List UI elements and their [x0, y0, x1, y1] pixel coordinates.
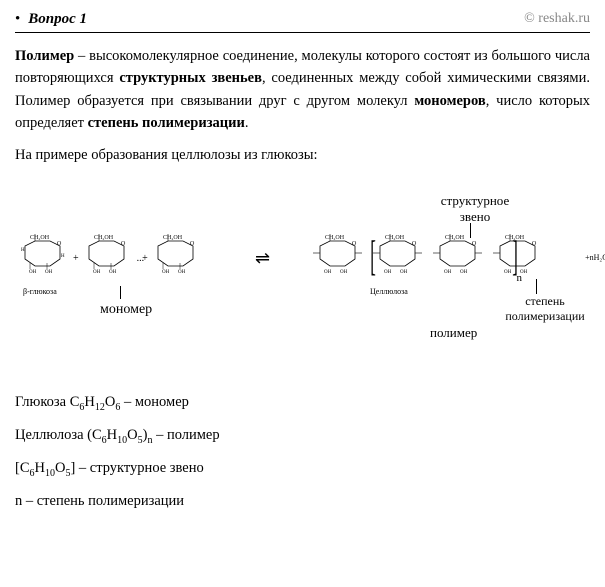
ch2oh-label: CH₂OH: [30, 235, 50, 241]
question-title-wrap: • Вопрос 1: [15, 10, 87, 28]
svg-text:O: O: [57, 241, 62, 247]
svg-text:CH₂OH: CH₂OH: [163, 235, 183, 241]
cellulose-row: CH₂OH O OH OH [ CH₂OH O OH: [310, 231, 590, 286]
def-degree: n – степень полимеризации: [15, 493, 590, 510]
text: Целлюлоза (C: [15, 427, 102, 443]
text: – мономер: [120, 394, 189, 410]
text: – полимер: [152, 427, 219, 443]
products: структурное звено CH₂OH O OH OH [ CH₂OH: [310, 231, 590, 286]
svg-text:OH: OH: [93, 270, 101, 275]
term-polymer: Полимер: [15, 48, 74, 64]
example-text: На примере образования целлюлозы из глюк…: [15, 147, 590, 164]
svg-text:OH: OH: [444, 270, 452, 275]
monomer-label: мономер: [100, 302, 152, 318]
text: H: [107, 427, 117, 443]
watermark: © reshak.ru: [524, 11, 590, 27]
sub: 10: [117, 435, 127, 446]
cellulose-icon: CH₂OH O OH OH: [310, 231, 368, 281]
cellulose-icon: CH₂OH O OH OH: [370, 231, 428, 281]
def-struct-unit: [C6H10O5] – структурное звено: [15, 460, 590, 479]
svg-text:OH: OH: [324, 270, 332, 275]
svg-text:OH: OH: [504, 270, 512, 275]
monomer-arrow: [120, 286, 121, 299]
h2o-label: +nH₂O: [585, 253, 605, 262]
reaction-diagram: CH₂OH O H OH OH H β-глюкоза + CH₂OH: [15, 194, 590, 324]
text: O: [105, 394, 115, 410]
svg-text:H: H: [61, 254, 65, 259]
cellulose-unit: CH₂OH O OH OH: [430, 231, 488, 286]
svg-text:CH₂OH: CH₂OH: [325, 235, 345, 241]
text: [C: [15, 460, 30, 476]
glucose-row: CH₂OH O H OH OH H β-глюкоза + CH₂OH: [15, 231, 215, 286]
sub: 12: [95, 402, 105, 413]
n-subscript: n: [517, 272, 523, 284]
cellulose-icon: CH₂OH O OH OH: [430, 231, 488, 281]
term-struct-units: структурных звеньев: [119, 70, 262, 86]
text: O: [55, 460, 65, 476]
glucose-icon: CH₂OH O H OH OH H: [15, 231, 73, 281]
cellulose-label: Целлюлоза: [370, 287, 408, 296]
svg-text:O: O: [412, 241, 417, 247]
text: Глюкоза C: [15, 394, 79, 410]
svg-text:OH: OH: [178, 270, 186, 275]
sub: 10: [45, 468, 55, 479]
svg-text:OH: OH: [45, 270, 53, 275]
svg-text:CH₂OH: CH₂OH: [505, 235, 525, 241]
struct-unit-label: структурное звено: [425, 193, 525, 225]
svg-text:OH: OH: [29, 270, 37, 275]
text-part4: .: [245, 115, 249, 131]
svg-text:OH: OH: [400, 270, 408, 275]
glucose-unit: CH₂OH O H OH OH H β-глюкоза: [15, 231, 73, 286]
reactants: CH₂OH O H OH OH H β-глюкоза + CH₂OH: [15, 231, 215, 286]
svg-text:CH₂OH: CH₂OH: [94, 235, 114, 241]
polymer-label: полимер: [430, 325, 477, 341]
cellulose-unit: CH₂OH O OH OH: [370, 231, 428, 286]
header: • Вопрос 1 © reshak.ru: [15, 10, 590, 33]
def-cellulose: Целлюлоза (C6H10O5)n – полимер: [15, 427, 590, 446]
glucose-unit: CH₂OH O OH OH: [79, 231, 137, 286]
text: H: [35, 460, 45, 476]
glucose-icon: CH₂OH O OH OH: [79, 231, 137, 281]
reaction-arrow-icon: ⇌: [255, 248, 270, 269]
svg-text:H: H: [21, 248, 25, 253]
text: H: [84, 394, 94, 410]
definitions-block: Глюкоза C6H12O6 – мономер Целлюлоза (C6H…: [15, 394, 590, 510]
question-title: Вопрос 1: [28, 11, 87, 27]
text: O: [127, 427, 137, 443]
bullet: •: [15, 11, 20, 27]
svg-text:OH: OH: [340, 270, 348, 275]
svg-text:CH₂OH: CH₂OH: [385, 235, 405, 241]
svg-text:O: O: [190, 241, 195, 247]
svg-text:OH: OH: [460, 270, 468, 275]
definition-paragraph: Полимер – высокомолекулярное соединение,…: [15, 45, 590, 135]
def-glucose: Глюкоза C6H12O6 – мономер: [15, 394, 590, 413]
svg-text:O: O: [532, 241, 537, 247]
degree-label: степень полимеризации: [485, 294, 605, 324]
svg-text:O: O: [121, 241, 126, 247]
svg-text:O: O: [472, 241, 477, 247]
svg-text:CH₂OH: CH₂OH: [445, 235, 465, 241]
svg-text:OH: OH: [109, 270, 117, 275]
degree-arrow: [536, 279, 537, 294]
svg-text:OH: OH: [384, 270, 392, 275]
svg-text:O: O: [352, 241, 357, 247]
term-degree: степень полимеризации: [88, 115, 245, 131]
svg-text:OH: OH: [162, 270, 170, 275]
beta-glucose-label: β-глюкоза: [23, 287, 57, 296]
text: ] – структурное звено: [70, 460, 203, 476]
glucose-unit: CH₂OH O OH OH: [148, 231, 206, 286]
cellulose-unit: CH₂OH O OH OH: [310, 231, 368, 286]
term-monomers: мономеров: [414, 93, 485, 109]
glucose-icon: CH₂OH O OH OH: [148, 231, 206, 281]
